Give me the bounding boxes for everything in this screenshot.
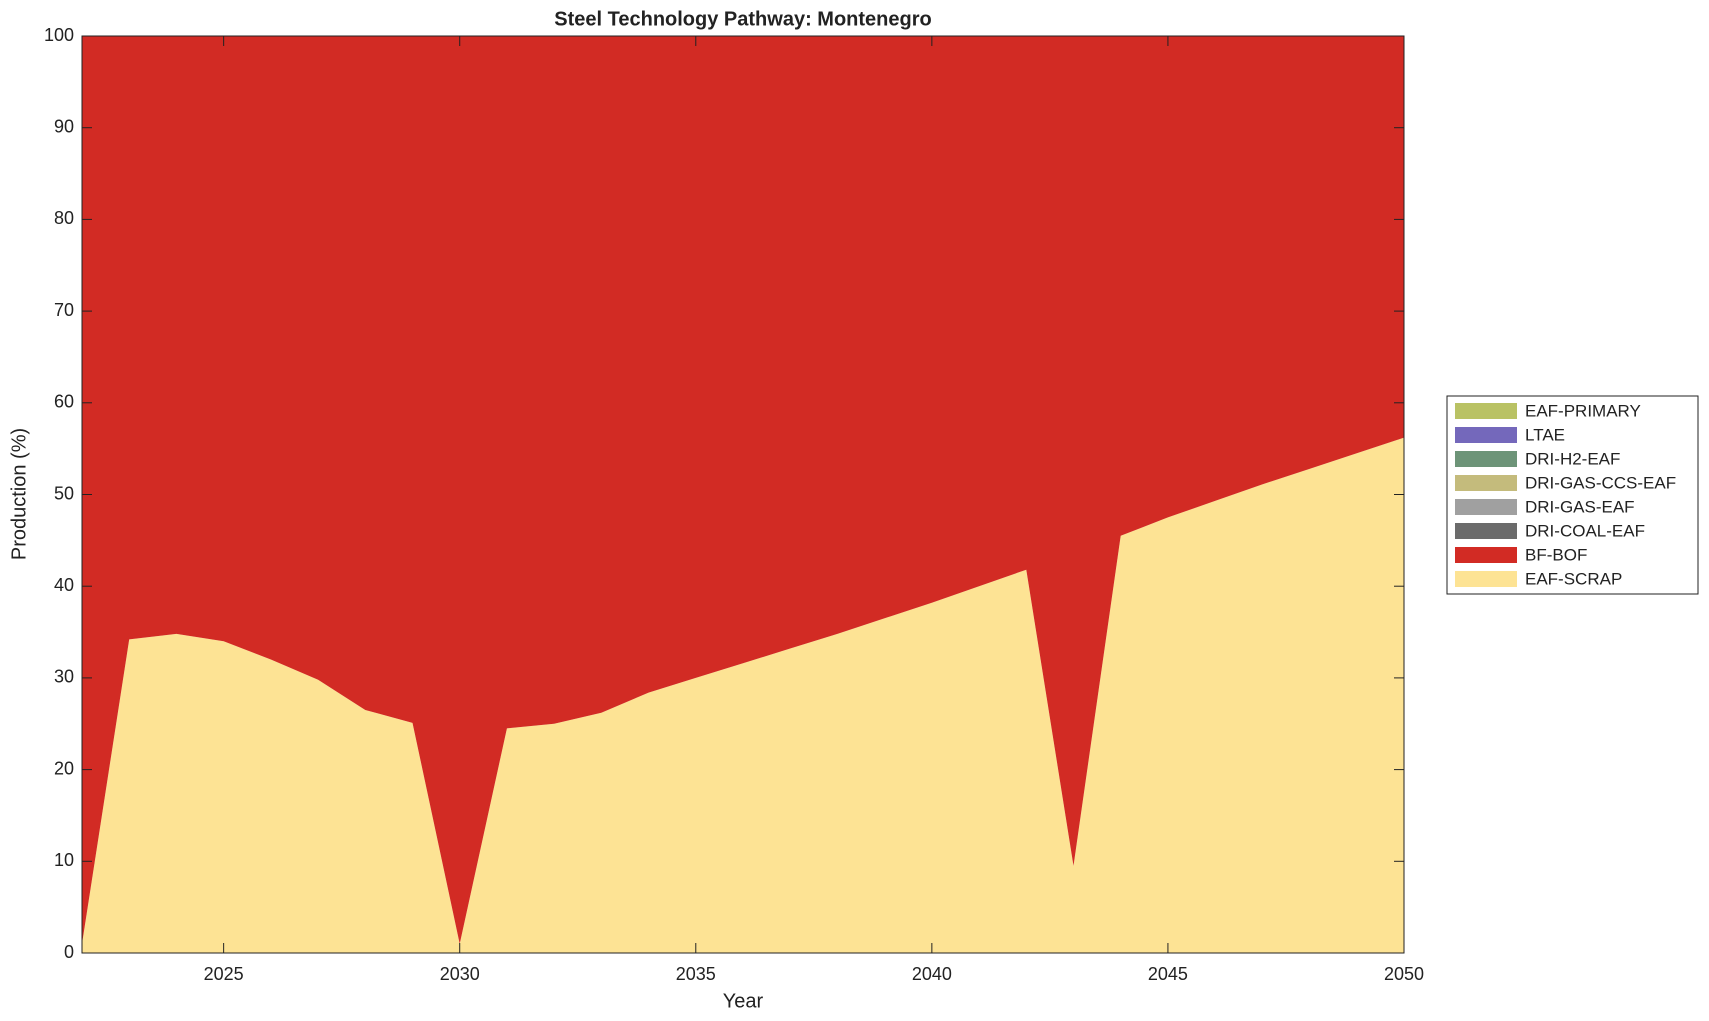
legend-swatch — [1455, 499, 1517, 515]
y-tick-label: 60 — [54, 392, 74, 412]
legend-swatch — [1455, 427, 1517, 443]
legend-swatch — [1455, 523, 1517, 539]
legend-swatch — [1455, 403, 1517, 419]
y-tick-label: 10 — [54, 850, 74, 870]
legend-label: EAF-PRIMARY — [1525, 401, 1641, 420]
legend-label: EAF-SCRAP — [1525, 569, 1622, 588]
y-axis-label: Production (%) — [8, 428, 30, 560]
area — [82, 437, 1404, 953]
legend-label: DRI-GAS-CCS-EAF — [1525, 473, 1676, 492]
y-tick-label: 80 — [54, 208, 74, 228]
x-tick-label: 2050 — [1384, 964, 1424, 984]
x-tick-label: 2025 — [204, 964, 244, 984]
x-axis-label: Year — [723, 990, 764, 1012]
legend-label: DRI-GAS-EAF — [1525, 497, 1635, 516]
y-tick-label: 0 — [64, 942, 74, 962]
y-tick-label: 100 — [44, 25, 74, 45]
x-tick-label: 2035 — [676, 964, 716, 984]
x-tick-label: 2045 — [1148, 964, 1188, 984]
y-tick-label: 90 — [54, 116, 74, 136]
legend-swatch — [1455, 547, 1517, 563]
legend-label: DRI-COAL-EAF — [1525, 521, 1645, 540]
legend-label: BF-BOF — [1525, 545, 1587, 564]
y-tick-label: 40 — [54, 575, 74, 595]
legend-swatch — [1455, 571, 1517, 587]
legend-swatch — [1455, 475, 1517, 491]
area — [82, 36, 1404, 944]
legend-label: DRI-H2-EAF — [1525, 449, 1620, 468]
legend-swatch — [1455, 451, 1517, 467]
y-tick-label: 50 — [54, 483, 74, 503]
legend-label: LTAE — [1525, 425, 1565, 444]
x-tick-label: 2030 — [440, 964, 480, 984]
chart-title: Steel Technology Pathway: Montenegro — [554, 8, 931, 30]
x-tick-label: 2040 — [912, 964, 952, 984]
y-tick-label: 20 — [54, 758, 74, 778]
y-tick-label: 70 — [54, 300, 74, 320]
y-tick-label: 30 — [54, 667, 74, 687]
